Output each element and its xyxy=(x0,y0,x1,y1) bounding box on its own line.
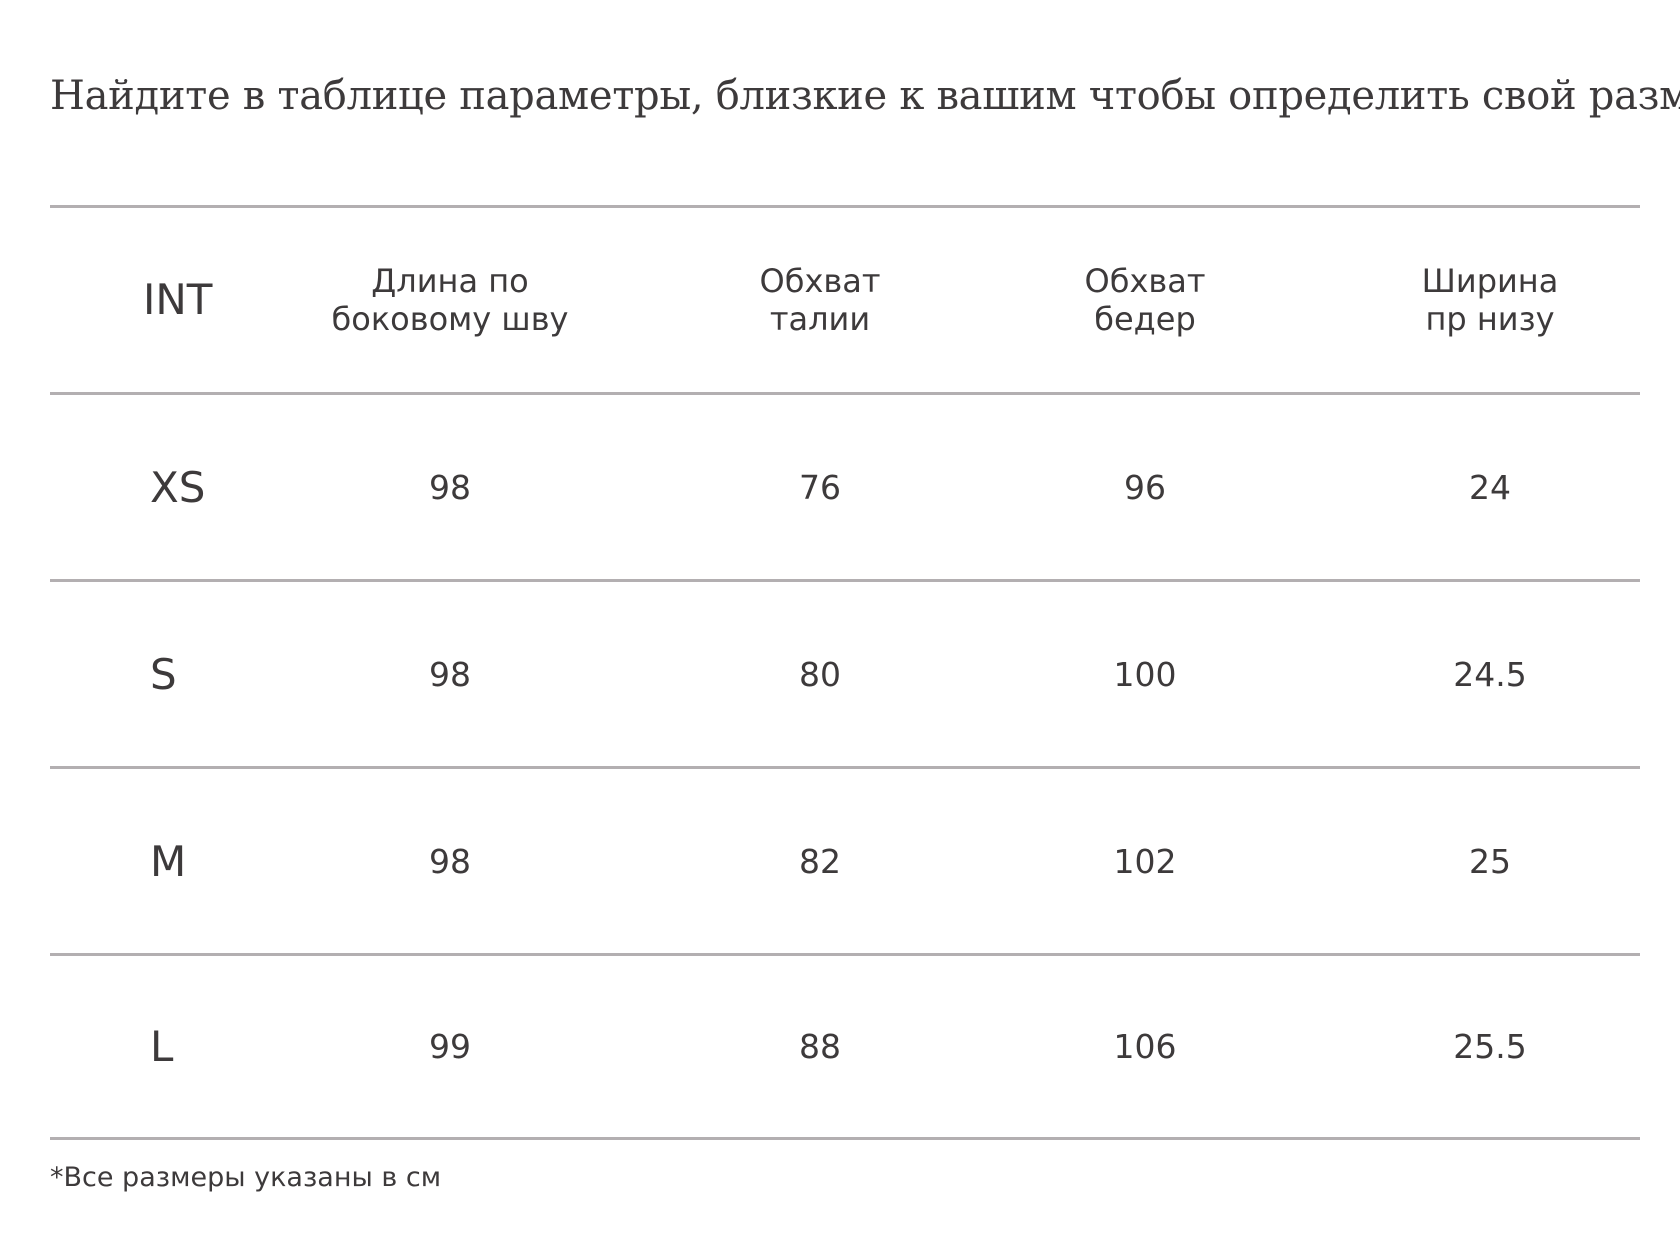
table-cell: 100 xyxy=(995,582,1295,766)
table-cell: 76 xyxy=(670,395,970,579)
size-table: INT Длина по боковому шву Обхват талии О… xyxy=(50,205,1640,1140)
table-cell: 98 xyxy=(300,769,600,953)
table-cell: 96 xyxy=(995,395,1295,579)
table-cell: 106 xyxy=(995,956,1295,1137)
size-label: S xyxy=(88,582,228,766)
table-cell: 98 xyxy=(300,395,600,579)
table-cell: 82 xyxy=(670,769,970,953)
table-cell: 25 xyxy=(1340,769,1640,953)
table-cell: 98 xyxy=(300,582,600,766)
table-cell: 88 xyxy=(670,956,970,1137)
column-header-bottom-width: Ширина пр низу xyxy=(1340,208,1640,392)
footnote: *Все размеры указаны в см xyxy=(50,1162,441,1193)
table-cell: 24 xyxy=(1340,395,1640,579)
table-cell: 25.5 xyxy=(1340,956,1640,1137)
size-label: M xyxy=(88,769,228,953)
table-header-row: INT Длина по боковому шву Обхват талии О… xyxy=(50,205,1640,392)
table-row: M 98 82 102 25 xyxy=(50,766,1640,953)
table-cell: 80 xyxy=(670,582,970,766)
table-cell: 24.5 xyxy=(1340,582,1640,766)
table-cell: 102 xyxy=(995,769,1295,953)
column-header-hips: Обхват бедер xyxy=(995,208,1295,392)
table-row: S 98 80 100 24.5 xyxy=(50,579,1640,766)
size-label: L xyxy=(88,956,228,1137)
column-header-int: INT xyxy=(88,208,228,392)
size-label: XS xyxy=(88,395,228,579)
page-title: Найдите в таблице параметры, близкие к в… xyxy=(50,72,1680,120)
table-row: L 99 88 106 25.5 xyxy=(50,953,1640,1140)
table-cell: 99 xyxy=(300,956,600,1137)
table-row: XS 98 76 96 24 xyxy=(50,392,1640,579)
column-header-side-seam-length: Длина по боковому шву xyxy=(300,208,600,392)
column-header-waist: Обхват талии xyxy=(670,208,970,392)
